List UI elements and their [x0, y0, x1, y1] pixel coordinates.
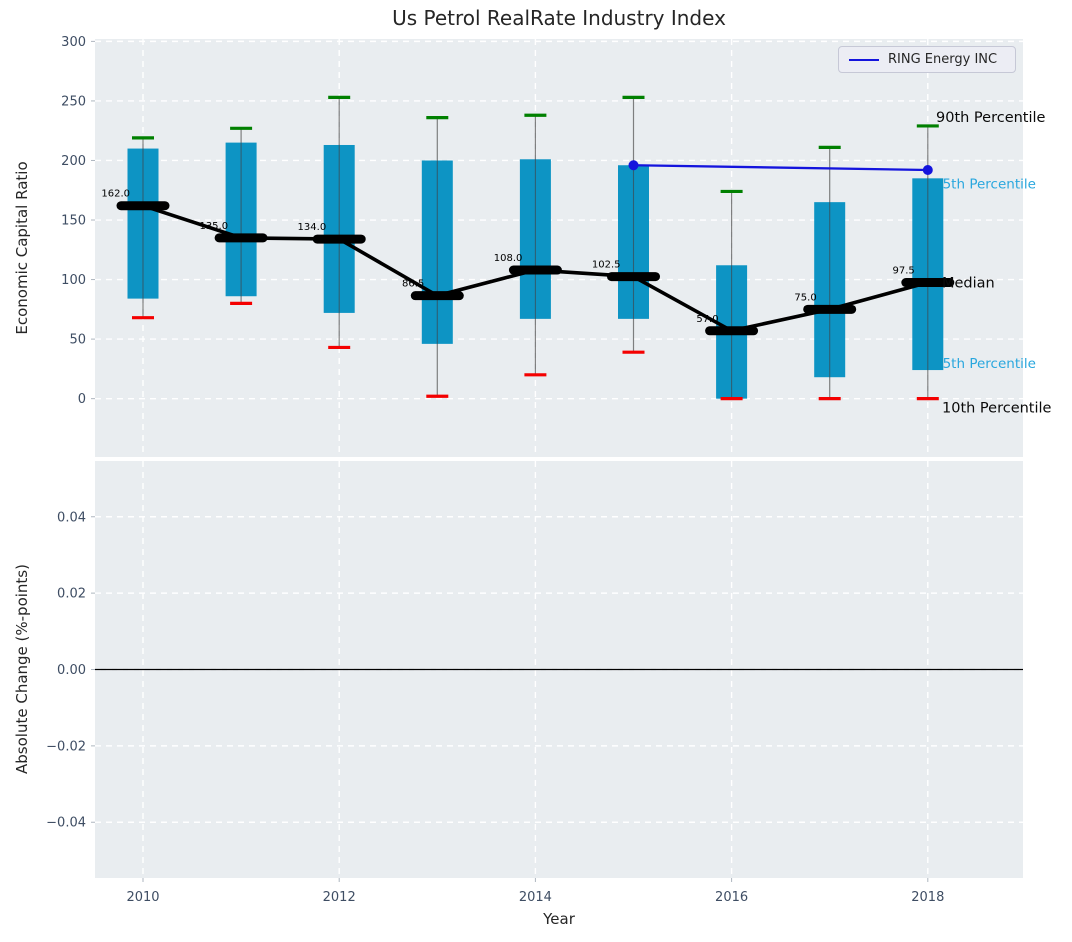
ytick-label-top: 250	[61, 94, 86, 109]
legend-label: RING Energy INC	[888, 52, 998, 67]
xtick-label: 2014	[519, 890, 552, 905]
annotation-median: Median	[942, 276, 995, 292]
ring-energy-point-2015	[628, 160, 639, 171]
ytick-label-top: 150	[61, 214, 86, 229]
median-value-label-2016: 57.0	[696, 314, 718, 325]
annotation-p75: 75th Percentile	[934, 176, 1036, 192]
median-value-label-2011: 135.0	[199, 221, 228, 232]
median-value-label-2017: 75.0	[794, 292, 816, 303]
ytick-label-top: 300	[61, 35, 86, 50]
median-value-label-2013: 86.5	[402, 279, 424, 290]
chart-title: Us Petrol RealRate Industry Index	[392, 6, 726, 30]
median-value-label-2018: 97.5	[893, 266, 915, 277]
ytick-label-top: 0	[78, 392, 86, 407]
median-value-label-2014: 108.0	[494, 253, 523, 264]
xtick-label: 2018	[911, 890, 944, 905]
annotation-p90: 90th Percentile	[936, 110, 1046, 126]
ytick-label-top: 100	[61, 273, 86, 288]
ytick-label-bottom: 0.02	[57, 587, 86, 602]
xtick-label: 2016	[715, 890, 748, 905]
legend: RING Energy INC	[838, 46, 1016, 73]
ytick-label-bottom: −0.04	[46, 816, 86, 831]
median-value-label-2012: 134.0	[298, 222, 327, 233]
annotation-p10: 10th Percentile	[942, 401, 1052, 417]
ytick-label-bottom: 0.04	[57, 510, 86, 525]
ytick-label-bottom: 0.00	[57, 663, 86, 678]
ytick-label-top: 200	[61, 154, 86, 169]
x-axis-label: Year	[543, 910, 575, 928]
ytick-label-top: 50	[69, 333, 86, 348]
ring-energy-line	[633, 164, 928, 172]
ring-energy-point-2018	[922, 164, 933, 175]
median-value-label-2010: 162.0	[101, 189, 130, 200]
legend-line-sample	[849, 58, 879, 61]
ytick-label-bottom: −0.02	[46, 739, 86, 754]
annotation-p25: 25th Percentile	[934, 356, 1036, 372]
xtick-label: 2012	[323, 890, 356, 905]
median-value-label-2015: 102.5	[592, 260, 621, 271]
xtick-label: 2010	[126, 890, 159, 905]
